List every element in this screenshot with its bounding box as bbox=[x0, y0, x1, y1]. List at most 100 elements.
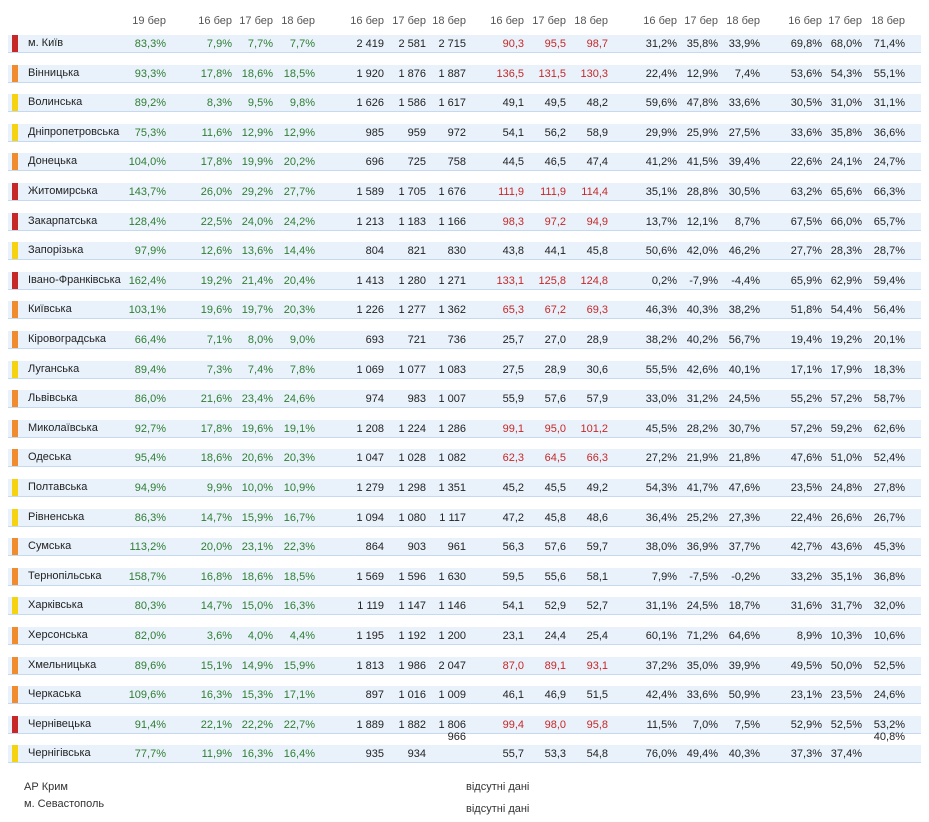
table-cell: 12,9% bbox=[686, 67, 718, 80]
table-cell: 20,0% bbox=[200, 541, 232, 554]
column-header: 17 бер bbox=[532, 15, 566, 27]
table-cell: 7,0% bbox=[692, 718, 718, 731]
table-cell: 16,8% bbox=[200, 570, 232, 583]
column-header: 18 бер bbox=[726, 15, 760, 27]
table-cell: 63,2% bbox=[790, 186, 822, 198]
risk-marker bbox=[12, 715, 18, 733]
row-band bbox=[8, 183, 921, 201]
table-cell: 28,8% bbox=[686, 186, 718, 198]
row-band bbox=[8, 64, 921, 83]
table-cell: 2 419 bbox=[356, 38, 384, 50]
table-cell: 91,4% bbox=[134, 718, 166, 731]
table-cell: 20,2% bbox=[283, 156, 315, 169]
table-cell: 1 596 bbox=[398, 570, 426, 583]
table-cell: 131,5 bbox=[538, 67, 566, 80]
table-cell: 97,2 bbox=[544, 215, 566, 228]
table-cell: 92,7% bbox=[134, 422, 166, 435]
table-cell: 128,4% bbox=[128, 215, 166, 228]
table-cell: 1 986 bbox=[398, 659, 426, 672]
column-header: 16 бер bbox=[490, 15, 524, 27]
row-band bbox=[8, 686, 921, 705]
region-name: Волинська bbox=[28, 96, 83, 109]
table-cell: 1 195 bbox=[356, 630, 384, 642]
table-cell: 1 047 bbox=[356, 452, 384, 465]
table-cell: 113,2% bbox=[129, 541, 167, 554]
risk-marker bbox=[12, 567, 18, 585]
table-cell: 31,2% bbox=[645, 38, 677, 50]
table-cell: 19,6% bbox=[241, 422, 273, 435]
table-cell: 45,8 bbox=[544, 511, 566, 524]
table-cell: 12,1% bbox=[686, 215, 718, 228]
risk-marker bbox=[12, 331, 18, 348]
table-cell: 42,7% bbox=[790, 541, 822, 554]
table-cell: 52,5% bbox=[830, 718, 862, 731]
table-cell: 162,4% bbox=[128, 274, 166, 287]
table-cell: 58,7% bbox=[873, 393, 905, 406]
table-cell: 758 bbox=[447, 156, 466, 169]
table-cell: 7,7% bbox=[247, 38, 273, 50]
table-cell: 143,7% bbox=[128, 186, 166, 198]
table-cell: 25,9% bbox=[686, 126, 718, 139]
table-header: 19 бер 16 бер 17 бер 18 бер 16 бер 17 бер 18 б… bbox=[0, 15, 929, 31]
table-cell: 20,4% bbox=[283, 274, 315, 287]
table-cell: 23,5% bbox=[790, 482, 822, 494]
table-cell: 7,4% bbox=[734, 67, 760, 80]
table-cell: 7,5% bbox=[734, 718, 760, 731]
table-cell: 721 bbox=[407, 334, 426, 346]
table-cell: 58,9 bbox=[586, 126, 608, 139]
table-cell: 35,8% bbox=[686, 38, 718, 50]
table-cell: 9,5% bbox=[247, 97, 273, 110]
table-row: м. Київ 83,3% 7,9% 7,7% 7,7% 2 419 2 581 2 715 9… bbox=[0, 30, 929, 60]
table-cell: 19,1% bbox=[283, 422, 315, 435]
row-band bbox=[8, 538, 921, 557]
table-cell: 45,8 bbox=[586, 245, 608, 258]
row-band bbox=[8, 567, 921, 586]
risk-marker bbox=[12, 597, 18, 615]
table-cell: 22,6% bbox=[790, 156, 822, 169]
table-cell: 15,9% bbox=[283, 659, 315, 672]
table-cell: 41,5% bbox=[686, 156, 718, 169]
table-row: Дніпропетровська 75,3% 11,6% 12,9% 12,9% 985 9… bbox=[0, 119, 929, 149]
table-cell: 40,3% bbox=[686, 304, 718, 317]
risk-marker bbox=[12, 686, 18, 704]
column-header: 18 бер bbox=[871, 15, 905, 27]
table-cell: 47,6% bbox=[790, 452, 822, 465]
table-cell: 903 bbox=[407, 541, 426, 554]
table-cell: 45,5 bbox=[544, 482, 566, 494]
table-cell: -7,5% bbox=[689, 570, 718, 583]
table-cell: 24,7% bbox=[873, 156, 905, 169]
table-cell: 23,1% bbox=[241, 541, 273, 554]
table-cell: 1 286 bbox=[438, 422, 466, 435]
table-cell: 54,1 bbox=[502, 126, 524, 139]
table-row: Волинська 89,2% 8,3% 9,5% 9,8% 1 626 1 586 1 61… bbox=[0, 89, 929, 119]
table-cell: 2 715 bbox=[438, 38, 466, 50]
table-cell: 11,9% bbox=[201, 748, 232, 761]
region-name: Луганська bbox=[28, 362, 80, 375]
table-cell: -0,2% bbox=[731, 570, 760, 583]
table-row: Кіровоградська 66,4% 7,1% 8,0% 9,0% 693 721 736… bbox=[0, 326, 929, 356]
table-cell: 52,9 bbox=[544, 600, 566, 613]
table-cell: 14,9% bbox=[241, 659, 273, 672]
column-header: 16 бер bbox=[350, 15, 384, 27]
table-cell: 1 298 bbox=[398, 482, 426, 494]
table-cell: 1 586 bbox=[398, 97, 426, 110]
table-cell: 17,8% bbox=[200, 156, 232, 169]
table-cell: 1 813 bbox=[356, 659, 384, 672]
table-cell: 33,6% bbox=[728, 97, 760, 110]
table-cell: 57,9 bbox=[586, 393, 608, 406]
table-cell: 69,3 bbox=[586, 304, 608, 317]
row-band bbox=[8, 153, 921, 172]
table-cell: 95,0 bbox=[544, 422, 566, 435]
table-cell: 13,7% bbox=[645, 215, 677, 228]
risk-marker bbox=[12, 123, 18, 141]
table-cell: 40,3% bbox=[728, 748, 760, 761]
table-cell: 21,9% bbox=[686, 452, 718, 465]
table-cell: 46,9 bbox=[544, 689, 566, 702]
table-cell: 1 569 bbox=[356, 570, 384, 583]
table-cell: 25,7 bbox=[502, 334, 524, 346]
table-cell: 1 617 bbox=[438, 97, 466, 110]
table-cell: 43,6% bbox=[830, 541, 862, 554]
table-cell: 1 882 bbox=[398, 718, 426, 731]
table-cell: 15,0% bbox=[241, 600, 273, 613]
table-cell: 59,7 bbox=[586, 541, 608, 554]
